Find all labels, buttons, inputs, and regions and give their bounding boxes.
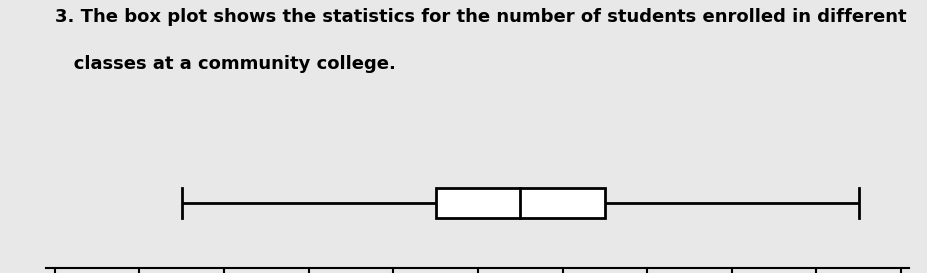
Text: 3. The box plot shows the statistics for the number of students enrolled in diff: 3. The box plot shows the statistics for… [55, 8, 906, 26]
Text: classes at a community college.: classes at a community college. [55, 55, 396, 73]
Bar [435, 188, 604, 218]
